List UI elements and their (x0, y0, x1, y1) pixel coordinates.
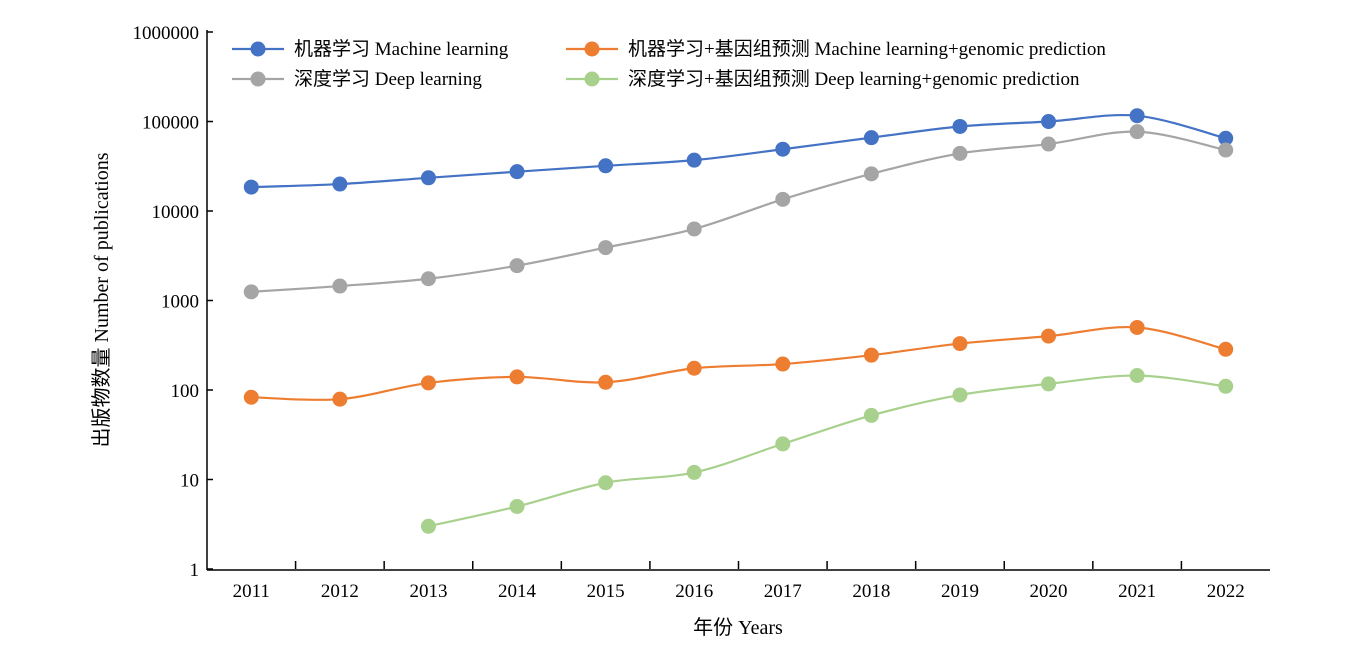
legend-marker (250, 41, 266, 57)
legend-item: 深度学习+基因组预测 Deep learning+genomic predict… (566, 68, 1080, 90)
data-point (1218, 130, 1234, 146)
x-tick-label: 2018 (852, 581, 890, 602)
series-1 (243, 108, 1234, 195)
data-point (686, 360, 702, 376)
data-point (952, 145, 968, 161)
data-point (509, 369, 525, 385)
x-tick-label: 2016 (675, 581, 713, 602)
x-tick-label: 2012 (321, 581, 359, 602)
x-tick-label: 2020 (1030, 581, 1068, 602)
legend-label: 深度学习+基因组预测 Deep learning+genomic predict… (628, 68, 1080, 90)
y-tick-label: 1000 (161, 292, 199, 313)
series-layer (243, 108, 1234, 534)
y-tick-label: 10 (180, 471, 199, 492)
legend-item: 机器学习+基因组预测 Machine learning+genomic pred… (566, 38, 1106, 60)
x-tick-label: 2015 (587, 581, 625, 602)
data-point (420, 170, 436, 186)
series-line (251, 113, 1226, 189)
data-point (1129, 319, 1145, 335)
data-point (332, 391, 348, 407)
data-point (1041, 114, 1057, 129)
data-point (686, 152, 702, 168)
data-point (686, 464, 702, 480)
data-point (420, 375, 436, 391)
legend-marker (250, 71, 266, 87)
x-tick-label: 2011 (233, 581, 270, 602)
legend: 机器学习 Machine learning 机器学习+基因组预测 Machine … (232, 38, 1106, 90)
data-point (243, 284, 259, 300)
data-point (332, 176, 348, 192)
data-point (243, 389, 259, 405)
y-tick-label: 100 (171, 381, 200, 402)
data-point (420, 518, 436, 534)
data-point (1041, 376, 1057, 392)
x-tick-label: 2022 (1207, 581, 1245, 602)
series-line (251, 130, 1226, 293)
data-point (952, 336, 968, 352)
data-point (332, 278, 348, 294)
data-point (775, 191, 791, 207)
data-point (775, 141, 791, 157)
data-point (952, 387, 968, 403)
data-point (1129, 124, 1145, 140)
data-point (863, 166, 879, 182)
series-line (428, 374, 1226, 528)
data-point (598, 158, 614, 174)
x-ticks: 2011 2012 2013 2014 2015 2016 2017 2018 2019 2020… (233, 561, 1245, 602)
data-point (775, 356, 791, 372)
data-point (952, 118, 968, 134)
data-point (420, 271, 436, 287)
axes (206, 30, 1270, 571)
data-point (1041, 328, 1057, 344)
legend-item: 深度学习 Deep learning (232, 68, 482, 90)
data-point (863, 347, 879, 363)
data-point (1129, 368, 1145, 384)
y-tick-label: 10000 (152, 202, 200, 223)
data-point (243, 179, 259, 195)
x-tick-label: 2017 (764, 581, 802, 602)
data-point (1129, 108, 1145, 124)
y-ticks: 1 10 100 1000 10000 100000 1000000 (133, 23, 213, 581)
legend-marker (584, 41, 600, 57)
legend-label: 机器学习+基因组预测 Machine learning+genomic pred… (628, 38, 1106, 60)
series-line (251, 325, 1226, 402)
legend-label: 深度学习 Deep learning (294, 68, 482, 90)
data-point (598, 374, 614, 390)
data-point (686, 221, 702, 237)
y-tick-label: 100000 (142, 113, 199, 134)
y-tick-label: 1 (190, 560, 200, 581)
data-point (509, 258, 525, 274)
data-point (1218, 378, 1234, 394)
data-point (775, 436, 791, 452)
legend-marker (584, 71, 600, 87)
data-point (863, 130, 879, 146)
series-4 (420, 368, 1234, 534)
data-point (509, 498, 525, 514)
y-axis-title: 出版物数量 Number of publications (90, 152, 113, 447)
x-tick-label: 2021 (1118, 581, 1156, 602)
x-tick-label: 2014 (498, 581, 537, 602)
legend-item: 机器学习 Machine learning (232, 38, 509, 60)
data-point (1218, 341, 1234, 357)
data-point (598, 240, 614, 256)
data-point (1218, 142, 1234, 158)
data-point (1041, 136, 1057, 152)
series-3 (243, 124, 1234, 300)
series-2 (243, 319, 1234, 407)
x-tick-label: 2019 (941, 581, 979, 602)
x-tick-label: 2013 (409, 581, 447, 602)
data-point (863, 407, 879, 423)
x-axis-title: 年份 Years (693, 616, 783, 639)
data-point (509, 164, 525, 180)
y-tick-label: 1000000 (133, 23, 200, 44)
data-point (598, 475, 614, 491)
legend-label: 机器学习 Machine learning (294, 38, 509, 60)
